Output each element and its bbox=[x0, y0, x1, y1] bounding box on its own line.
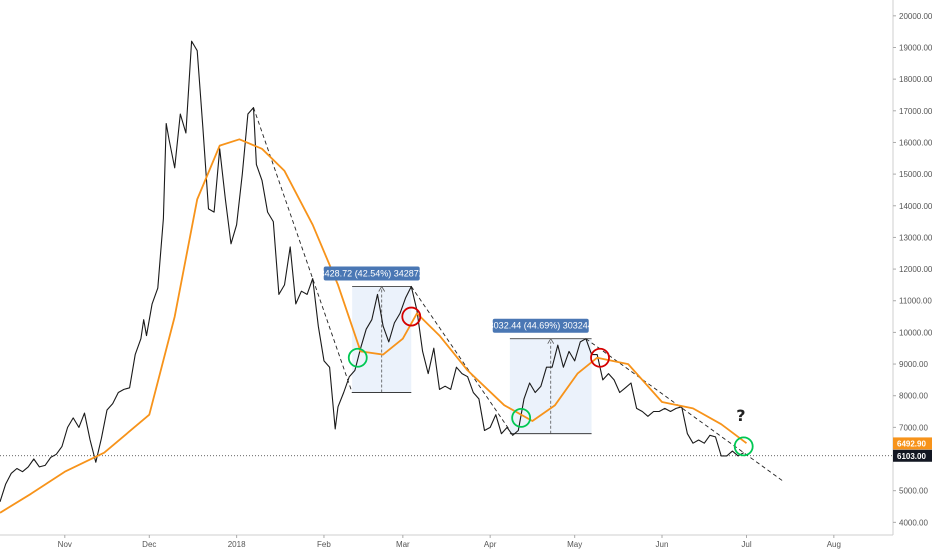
measure-box-arrowhead-0 bbox=[378, 285, 386, 292]
y-tick-label-9: 11000.00 bbox=[899, 297, 932, 306]
last-price-tag-bg bbox=[893, 449, 932, 462]
y-tick-label-2: 18000.00 bbox=[899, 75, 932, 84]
signal-circle-4 bbox=[733, 436, 754, 457]
y-tick-label-15: 4000.00 bbox=[899, 518, 928, 527]
signal-circle-2 bbox=[511, 407, 532, 428]
y-tick-label-4: 16000.00 bbox=[899, 138, 932, 147]
trendline-1 bbox=[410, 286, 511, 431]
y-tick-label-0: 20000.00 bbox=[899, 12, 932, 21]
y-tick-label-8: 12000.00 bbox=[899, 265, 932, 274]
y-tick-label-14: 5000.00 bbox=[899, 487, 928, 496]
measure-label-0: 3428.72 (42.54%) 342872 bbox=[320, 268, 424, 278]
y-tick-label-3: 17000.00 bbox=[899, 107, 932, 116]
y-tick-label-11: 9000.00 bbox=[899, 360, 928, 369]
x-tick-label-0: Nov bbox=[58, 540, 72, 549]
last-price-tag: 6103.00 bbox=[897, 452, 926, 461]
price-tags: 6492.90 6103.00 bbox=[893, 437, 932, 462]
measure-label-bg-0 bbox=[323, 266, 420, 281]
measure-labels: 3428.72 (42.54%) 342872 3032.44 (44.69%) … bbox=[320, 266, 593, 333]
series-line-1 bbox=[0, 138, 748, 514]
y-tick-label-7: 13000.00 bbox=[899, 233, 932, 242]
x-tick-label-9: Aug bbox=[827, 540, 841, 549]
signal-circle-1 bbox=[401, 306, 422, 327]
measure-boxes bbox=[352, 285, 592, 435]
y-tick-label-12: 8000.00 bbox=[899, 392, 928, 401]
y-tick-label-1: 19000.00 bbox=[899, 43, 932, 52]
series-line-0 bbox=[0, 40, 744, 502]
y-tick-label-13: 7000.00 bbox=[899, 423, 928, 432]
measure-label-bg-1 bbox=[492, 318, 589, 333]
signal-circle-3 bbox=[590, 347, 610, 368]
ma-price-tag: 6492.90 bbox=[897, 439, 926, 448]
question-mark-annotation: ? bbox=[736, 406, 745, 425]
x-tick-label-6: May bbox=[567, 540, 582, 549]
signal-circle-0 bbox=[347, 347, 368, 368]
x-tick-label-4: Mar bbox=[396, 540, 410, 549]
measure-label-1: 3032.44 (44.69%) 303244 bbox=[489, 321, 593, 331]
x-axis[interactable]: Nov Dec 2018 Feb Mar Apr May Jun Jul Aug bbox=[0, 534, 893, 549]
measure-box-arrowhead-1 bbox=[547, 337, 555, 344]
trendline-2 bbox=[585, 338, 784, 482]
y-tick-label-5: 15000.00 bbox=[899, 170, 932, 179]
signal-circles bbox=[347, 306, 754, 457]
x-tick-label-2: 2018 bbox=[228, 540, 246, 549]
ma-price-tag-bg bbox=[893, 437, 932, 450]
trendline-0 bbox=[253, 107, 353, 393]
x-tick-label-1: Dec bbox=[142, 540, 156, 549]
x-tick-label-3: Feb bbox=[317, 540, 331, 549]
y-tick-label-6: 14000.00 bbox=[899, 202, 932, 211]
trendlines bbox=[253, 107, 784, 482]
x-tick-label-7: Jun bbox=[656, 540, 669, 549]
x-tick-label-5: Apr bbox=[484, 540, 497, 549]
x-tick-label-8: Jul bbox=[741, 540, 751, 549]
y-tick-label-10: 10000.00 bbox=[899, 328, 932, 337]
price-series bbox=[0, 40, 748, 514]
